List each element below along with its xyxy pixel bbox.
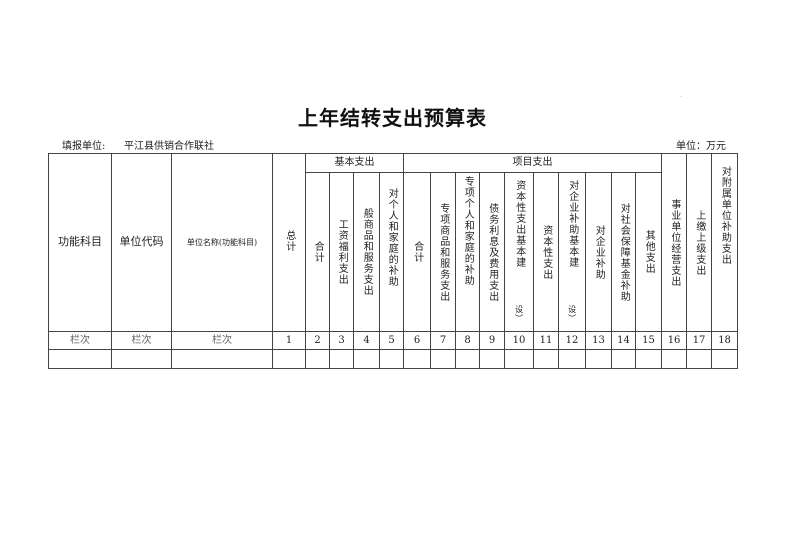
filler-label: 填报单位: (62, 141, 106, 152)
header-basic-3: 对个人和家庭的补助 (379, 172, 404, 332)
budget-table: 功能科目 单位代码 单位名称(功能科目) 总计 基本支出 项目支出 事业单位经营… (48, 153, 739, 369)
index-label: 栏次 (171, 331, 273, 350)
column-number: 5 (379, 331, 404, 350)
header-total: 总计 (272, 153, 306, 332)
column-number: 12 (558, 331, 586, 350)
column-number: 18 (711, 331, 739, 350)
header-basic-0: 合计 (305, 172, 330, 332)
header-project-8: 对社会保障基金补助 (611, 172, 636, 332)
header-project-5: 资本性支出 (533, 172, 559, 332)
data-cell (504, 349, 534, 369)
column-number: 8 (455, 331, 480, 350)
data-cell (711, 349, 739, 369)
column-number: 16 (661, 331, 688, 350)
header-project-0: 合计 (403, 172, 431, 332)
header-tail-0: 事业单位经营支出 (661, 153, 688, 332)
header-project-3: 债务利息及费用支出 (479, 172, 505, 332)
data-cell (111, 349, 172, 369)
column-number: 13 (585, 331, 612, 350)
column-number: 9 (479, 331, 505, 350)
header-unit-code: 单位代码 (111, 153, 172, 332)
data-row (48, 349, 739, 369)
data-cell (611, 349, 636, 369)
data-cell (533, 349, 559, 369)
column-number: 7 (430, 331, 456, 350)
column-number: 17 (686, 331, 713, 350)
index-label: 栏次 (111, 331, 172, 350)
data-cell (430, 349, 456, 369)
data-cell (661, 349, 688, 369)
index-row: 栏次 栏次 栏次 1 2 3 4 5 6 7 8 9 10 11 12 13 14 15 16 17 18 (48, 331, 739, 350)
column-number: 14 (611, 331, 636, 350)
scan-mark: . (680, 92, 682, 99)
header-project-9: 其他支出 (634, 172, 663, 332)
column-number: 4 (353, 331, 380, 350)
header-basic-1: 工资福利支出 (329, 172, 354, 332)
data-cell (455, 349, 480, 369)
data-cell (585, 349, 612, 369)
data-cell (171, 349, 273, 369)
unit-label: 单位：万元 (676, 141, 726, 152)
data-cell (634, 349, 663, 369)
data-cell (305, 349, 330, 369)
data-cell (479, 349, 505, 369)
header-tail-2: 对附属单位补助支出 (711, 153, 739, 332)
filler-value: 平江县供销合作联社 (124, 141, 214, 152)
data-cell (272, 349, 306, 369)
page-title: 上年结转支出预算表 (298, 106, 487, 130)
index-label: 栏次 (48, 331, 112, 350)
data-cell (329, 349, 354, 369)
header-project-group: 项目支出 (402, 153, 663, 173)
header-project-7: 对企业补助 (585, 172, 612, 332)
header-basic-2: 般商品和服务支出 (353, 172, 380, 332)
column-number: 15 (634, 331, 663, 350)
data-cell (379, 349, 404, 369)
data-cell (353, 349, 380, 369)
data-cell (558, 349, 586, 369)
header-project-4: 资本性支出基本建 设） (504, 172, 534, 332)
header-tail-1: 上缴上级支出 (686, 153, 713, 332)
column-number: 3 (329, 331, 354, 350)
data-cell (686, 349, 713, 369)
header-project-1: 专项商品和服务支出 (430, 172, 456, 332)
header-basic-group: 基本支出 (305, 153, 404, 173)
column-number: 2 (305, 331, 330, 350)
header-project-6: 对企业补助基本建 设） (558, 172, 586, 332)
header-func-subject: 功能科目 (48, 153, 112, 332)
data-cell (403, 349, 431, 369)
data-cell (48, 349, 112, 369)
column-number: 6 (403, 331, 431, 350)
column-number: 11 (533, 331, 559, 350)
column-number: 10 (504, 331, 534, 350)
header-project-2: 专项个人和家庭的补助 (455, 172, 480, 332)
column-number: 1 (272, 331, 306, 350)
header-unit-name: 单位名称(功能科目) (171, 153, 273, 332)
